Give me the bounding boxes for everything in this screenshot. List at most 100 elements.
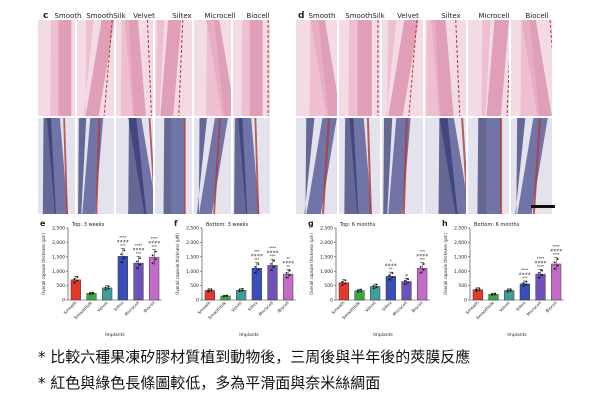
data-point [538, 276, 540, 279]
data-point [257, 268, 260, 271]
data-point [241, 289, 244, 292]
x-axis-label: Implants [105, 332, 125, 338]
significance-label: #### [266, 250, 278, 254]
y-tick-label: 0 [464, 298, 467, 304]
chart-axes [335, 228, 430, 301]
significance-label: ** [389, 267, 393, 271]
column-header-d-3: Siltex [441, 12, 461, 20]
panel-letter-f: f [174, 219, 178, 228]
column-header-c-1: SmoothSilk [86, 12, 126, 20]
histology-tile [425, 118, 466, 214]
panel-letter-c: c [43, 11, 49, 21]
column-header-c-5: Biocell [246, 12, 270, 20]
data-point [154, 250, 157, 253]
y-tick-label: 500 [190, 283, 199, 289]
x-axis-label: Implants [373, 332, 393, 338]
y-axis-label: Overall capsule thickness (µM) [175, 233, 180, 295]
data-point [76, 276, 79, 279]
data-point [556, 264, 559, 267]
data-point [123, 249, 126, 252]
y-tick-label: 2,000 [320, 240, 333, 246]
data-point [285, 272, 288, 274]
error-bar [73, 275, 78, 284]
error-bar [152, 249, 157, 266]
significance-label: #### [117, 239, 129, 243]
x-tick-label: Biocell [143, 300, 156, 313]
histology-tile [116, 20, 153, 116]
x-tick-label: Biocell [411, 300, 424, 313]
data-point [107, 285, 110, 288]
data-point [360, 290, 362, 293]
bar-chart-e: e Top: 3 weeks Overall capsule thickness (… [38, 218, 168, 342]
significance-label: **** [521, 268, 528, 272]
significance-label: **** [119, 235, 126, 239]
column-header-c-2: Velvet [133, 12, 155, 20]
column-header-d-2: Velvet [397, 12, 419, 20]
x-tick-label: Velvet [96, 300, 109, 313]
data-point [341, 284, 344, 286]
data-point [506, 289, 509, 291]
significance-label: ** [286, 256, 290, 260]
data-point [288, 274, 291, 277]
x-axis-label: Implants [239, 332, 259, 338]
y-tick-label: 2,000 [186, 240, 199, 246]
histology-tile [155, 20, 192, 116]
error-bar [120, 248, 125, 265]
significance-label: *** [270, 254, 276, 258]
significance-label: #### [385, 263, 397, 267]
data-point [475, 290, 478, 292]
significance-label: **** [553, 245, 560, 249]
data-point [104, 286, 107, 289]
chart-svg-e: e Top: 3 weeks Overall capsule thickness (… [40, 219, 162, 338]
data-point [344, 282, 347, 285]
data-point [422, 263, 425, 265]
chart-title: Top: 3 weeks [71, 222, 105, 228]
significance-label: #### [251, 254, 263, 258]
significance-label: #### [148, 241, 160, 245]
x-tick-label: Microcell [124, 300, 141, 317]
chart-svg-h: h Bottom: 6 months Overall capsule thickne… [442, 219, 564, 338]
significance-label: *** [120, 243, 126, 247]
y-axis-label: Overall capsule thickness (µm) [309, 233, 314, 295]
data-point [241, 287, 244, 290]
x-tick-label: Velvet [364, 300, 377, 313]
y-tick-label: 0 [330, 298, 333, 304]
y-axis-label: Overall capsule thickness (µm) [443, 233, 448, 295]
data-point [375, 286, 378, 288]
data-point [475, 288, 478, 291]
y-axis-label: Overall capsule thickness (µm) [41, 233, 46, 295]
significance-label: # [405, 273, 408, 277]
significance-label: **** [269, 246, 276, 250]
x-tick-label: Velvet [230, 300, 243, 313]
column-header-d-5: Biocell [525, 12, 549, 20]
data-point [407, 278, 409, 280]
x-tick-label: Microcell [526, 300, 543, 317]
panel-letter-g: g [308, 219, 314, 228]
data-point [553, 261, 556, 264]
data-point [104, 288, 107, 291]
data-point [494, 292, 496, 295]
y-tick-label: 1,000 [320, 269, 333, 275]
data-point [285, 276, 288, 279]
data-point [357, 289, 359, 292]
histology-tile [382, 20, 423, 116]
data-point [154, 258, 157, 261]
histology-tile [468, 118, 509, 214]
significance-label: *** [419, 258, 425, 262]
x-tick-label: Siltex [381, 300, 393, 312]
significance-label: *** [419, 250, 425, 254]
histology-tile [194, 118, 231, 214]
significance-label: * [390, 259, 392, 263]
data-point [404, 279, 406, 282]
data-point [556, 258, 559, 261]
error-bar [554, 257, 559, 271]
data-point [419, 271, 422, 274]
y-tick-label: 1,000 [52, 269, 65, 275]
column-header-d-4: Microcell [478, 12, 510, 20]
y-tick-label: 0 [62, 298, 65, 304]
data-point [375, 283, 378, 286]
bullet-1: * 比較六種果凍矽膠材質植到動物後，三周後與半年後的莢膜反應 [38, 348, 471, 366]
data-point [538, 272, 540, 274]
error-bar [270, 258, 275, 272]
data-point [522, 282, 525, 285]
